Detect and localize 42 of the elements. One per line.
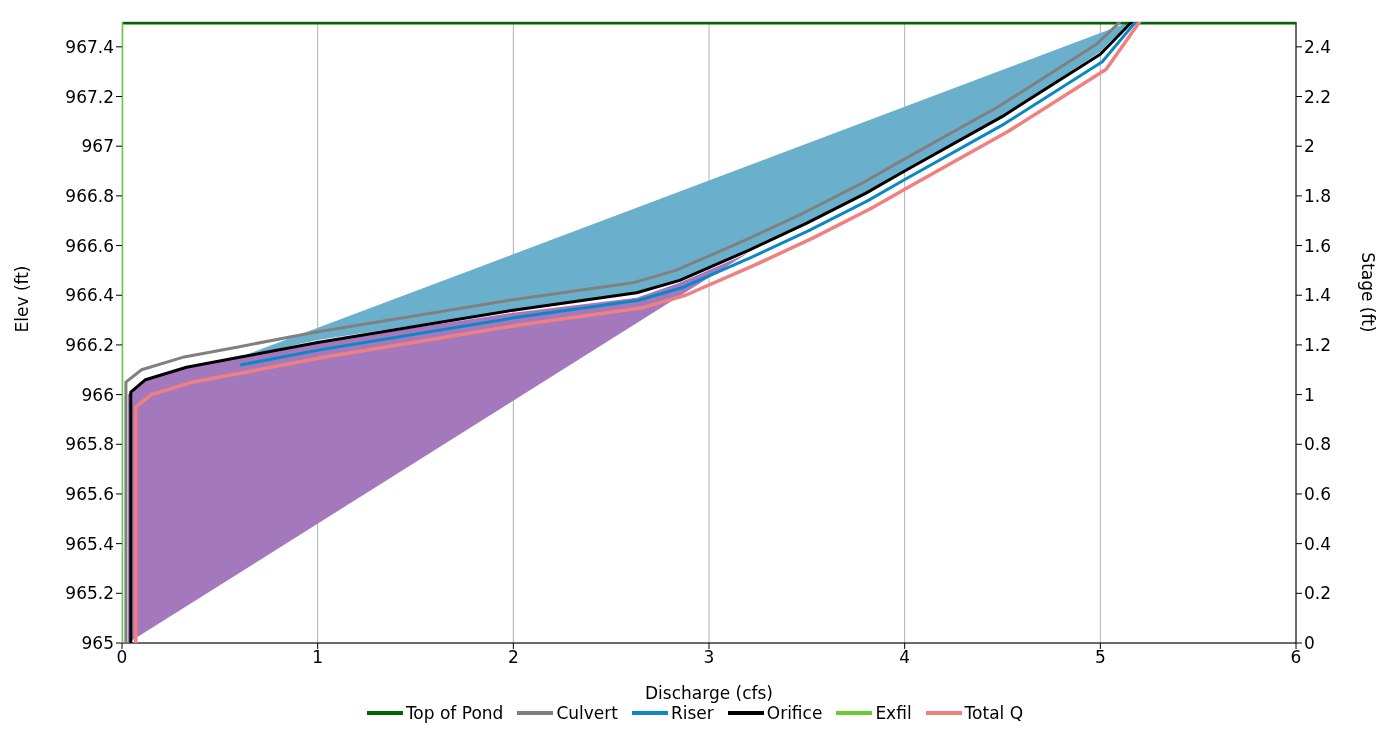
y2-axis-title: Stage (ft)	[1357, 252, 1378, 333]
x-tick-label: 0	[116, 647, 128, 668]
y-tick-label: 966	[81, 384, 114, 405]
y2-tick-label: 1.2	[1304, 334, 1332, 355]
y2-tick-label: 0.8	[1304, 434, 1332, 455]
y2-tick-label: 2.2	[1304, 86, 1332, 107]
y-axis-title: Elev (ft)	[12, 265, 33, 333]
y-tick-label: 966.4	[65, 285, 114, 306]
legend-label: Exfil	[875, 703, 912, 723]
y-tick-label: 966.6	[65, 235, 114, 256]
y-tick-label: 967.4	[65, 36, 114, 57]
y2-tick-label: 0.4	[1304, 533, 1332, 554]
y2-tick-label: 0	[1304, 633, 1315, 654]
y-tick-label: 965.4	[65, 533, 114, 554]
x-tick-label: 5	[1094, 647, 1106, 668]
y2-tick-label: 1.8	[1304, 185, 1332, 206]
y2-tick-label: 2.4	[1304, 36, 1332, 57]
y-tick-label: 967.2	[65, 86, 114, 107]
x-tick-label: 2	[507, 647, 519, 668]
y2-tick-label: 1.6	[1304, 235, 1332, 256]
y-tick-label: 965	[81, 633, 114, 654]
x-tick-label: 1	[312, 647, 324, 668]
y2-tick-label: 0.2	[1304, 583, 1332, 604]
y-tick-label: 966.8	[65, 185, 114, 206]
y-tick-label: 965.6	[65, 483, 114, 504]
legend-label: Culvert	[556, 703, 618, 723]
x-axis-title: Discharge (cfs)	[644, 683, 774, 703]
x-tick-label: 4	[899, 647, 911, 668]
legend-label: Top of Pond	[405, 703, 504, 723]
y-tick-label: 966.2	[65, 334, 114, 355]
y2-tick-label: 2	[1304, 136, 1315, 157]
y2-tick-label: 0.6	[1304, 483, 1332, 504]
x-tick-label: 3	[703, 647, 715, 668]
y-tick-label: 965.2	[65, 583, 114, 604]
y-tick-label: 967	[81, 136, 114, 157]
y-tick-label: 965.8	[65, 434, 114, 455]
y2-tick-label: 1.4	[1304, 285, 1332, 306]
x-tick-label: 6	[1290, 647, 1302, 668]
legend-label: Orifice	[766, 703, 823, 723]
legend-label: Riser	[670, 703, 714, 723]
legend-label: Total Q	[964, 703, 1024, 723]
y2-tick-label: 1	[1304, 384, 1315, 405]
